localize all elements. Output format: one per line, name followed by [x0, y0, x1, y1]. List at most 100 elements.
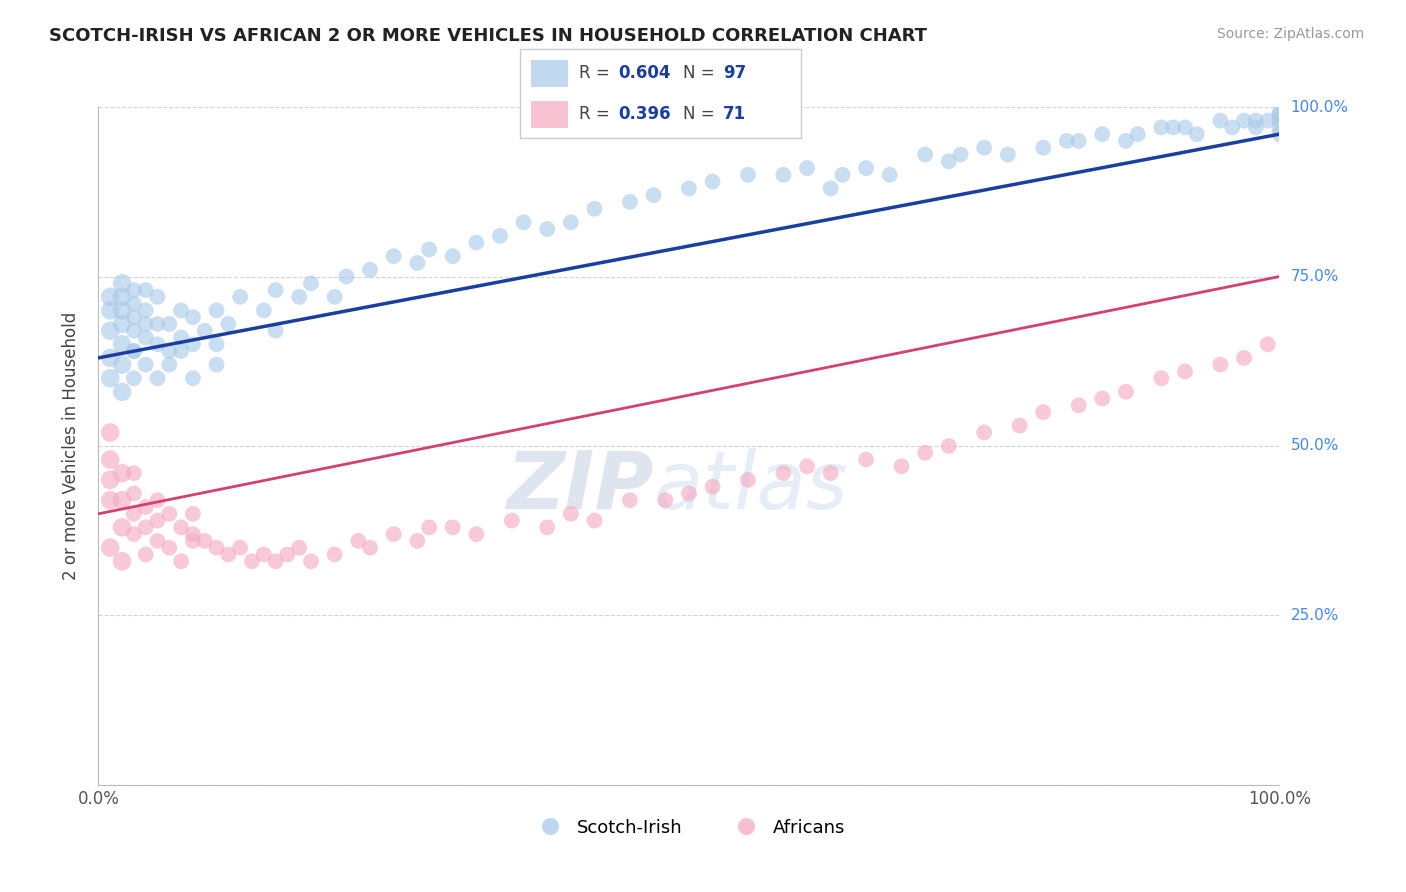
Point — [418, 520, 440, 534]
Point — [98, 290, 121, 304]
Point — [111, 317, 134, 331]
Point — [170, 330, 193, 344]
Point — [1257, 337, 1279, 351]
Point — [1150, 120, 1173, 135]
FancyBboxPatch shape — [520, 49, 801, 138]
Point — [772, 168, 794, 182]
Point — [489, 228, 512, 243]
Point — [406, 533, 429, 548]
Point — [122, 507, 145, 521]
Point — [949, 147, 972, 161]
Point — [111, 554, 134, 568]
Point — [418, 243, 440, 257]
Point — [264, 283, 287, 297]
Point — [441, 520, 464, 534]
Point — [157, 317, 180, 331]
Point — [194, 324, 217, 338]
Point — [264, 324, 287, 338]
Point — [135, 303, 157, 318]
Point — [831, 168, 853, 182]
Point — [170, 520, 193, 534]
Point — [583, 514, 606, 528]
Point — [678, 486, 700, 500]
Point — [560, 215, 582, 229]
Text: R =: R = — [579, 64, 616, 82]
Point — [111, 303, 134, 318]
Point — [1032, 405, 1054, 419]
Text: N =: N = — [683, 105, 720, 123]
Point — [205, 541, 228, 555]
Legend: Scotch-Irish, Africans: Scotch-Irish, Africans — [524, 812, 853, 844]
Point — [98, 351, 121, 365]
Text: 25.0%: 25.0% — [1291, 608, 1339, 623]
Point — [560, 507, 582, 521]
Point — [98, 452, 121, 467]
Point — [1233, 113, 1256, 128]
Point — [229, 541, 252, 555]
Point — [737, 168, 759, 182]
Point — [181, 310, 204, 325]
Point — [619, 194, 641, 209]
Point — [135, 283, 157, 297]
Point — [111, 466, 134, 480]
Text: SCOTCH-IRISH VS AFRICAN 2 OR MORE VEHICLES IN HOUSEHOLD CORRELATION CHART: SCOTCH-IRISH VS AFRICAN 2 OR MORE VEHICL… — [49, 27, 927, 45]
Point — [98, 425, 121, 440]
Point — [217, 548, 239, 562]
Point — [382, 527, 405, 541]
Point — [1209, 113, 1232, 128]
Point — [253, 303, 276, 318]
Point — [1257, 113, 1279, 128]
Text: 97: 97 — [723, 64, 747, 82]
Point — [146, 290, 169, 304]
Point — [157, 358, 180, 372]
Point — [181, 507, 204, 521]
Point — [879, 168, 901, 182]
Point — [772, 466, 794, 480]
Point — [146, 317, 169, 331]
Point — [299, 554, 322, 568]
Point — [157, 507, 180, 521]
Point — [855, 452, 877, 467]
Text: N =: N = — [683, 64, 720, 82]
Point — [98, 473, 121, 487]
Point — [1067, 134, 1090, 148]
Point — [111, 384, 134, 399]
Point — [98, 371, 121, 385]
Point — [111, 493, 134, 508]
Point — [276, 548, 298, 562]
Point — [135, 520, 157, 534]
Point — [820, 181, 842, 195]
Point — [1091, 392, 1114, 406]
Point — [654, 493, 676, 508]
Point — [678, 181, 700, 195]
Text: Source: ZipAtlas.com: Source: ZipAtlas.com — [1216, 27, 1364, 41]
Point — [181, 533, 204, 548]
Text: 50.0%: 50.0% — [1291, 439, 1339, 453]
Point — [323, 548, 346, 562]
Point — [135, 358, 157, 372]
Point — [1244, 120, 1267, 135]
Point — [98, 324, 121, 338]
Point — [1115, 384, 1137, 399]
Point — [1008, 418, 1031, 433]
Point — [1268, 127, 1291, 141]
Point — [122, 324, 145, 338]
Point — [335, 269, 357, 284]
Point — [465, 527, 488, 541]
Point — [796, 459, 818, 474]
FancyBboxPatch shape — [531, 60, 568, 87]
Point — [347, 533, 370, 548]
Point — [938, 439, 960, 453]
Point — [359, 541, 381, 555]
Point — [146, 493, 169, 508]
Point — [98, 303, 121, 318]
Point — [205, 358, 228, 372]
Point — [536, 222, 558, 236]
Point — [122, 371, 145, 385]
Point — [122, 344, 145, 359]
Point — [512, 215, 534, 229]
Point — [914, 147, 936, 161]
Text: 75.0%: 75.0% — [1291, 269, 1339, 284]
Point — [1161, 120, 1184, 135]
Point — [619, 493, 641, 508]
